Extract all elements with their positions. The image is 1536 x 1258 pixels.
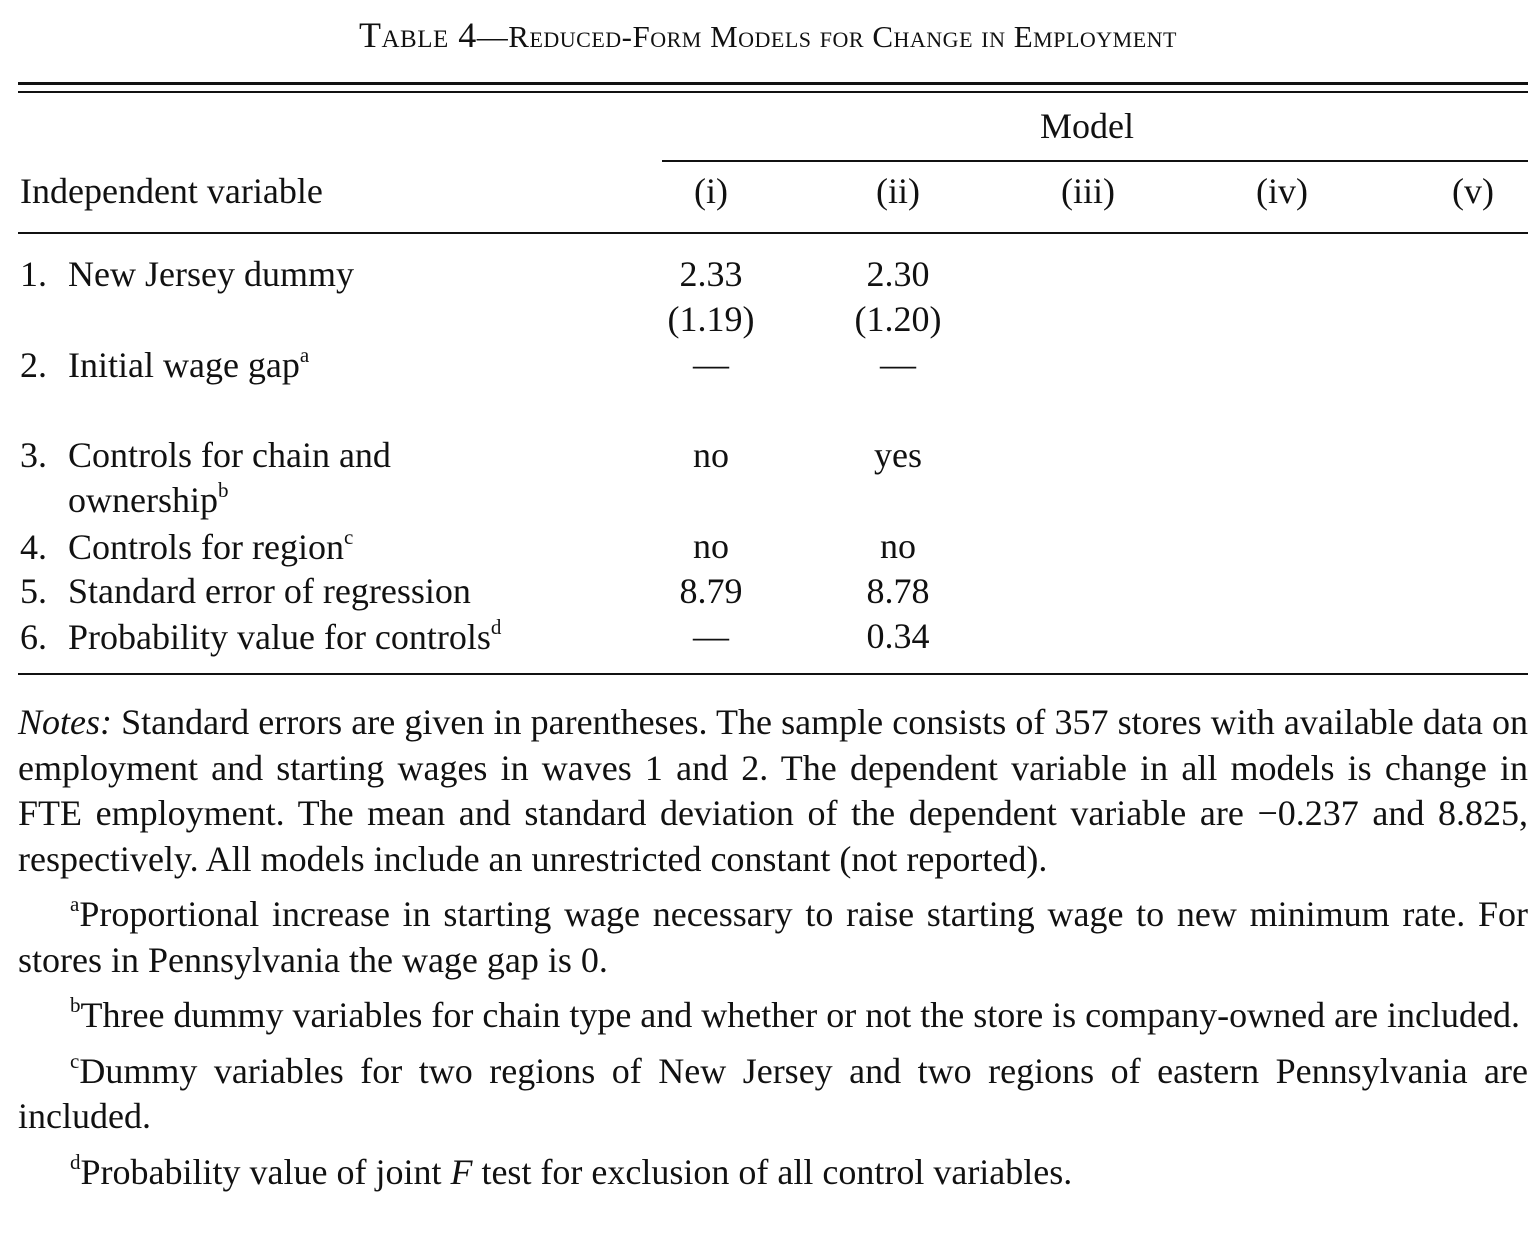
footnote-a: aProportional increase in starting wage … [18, 892, 1528, 980]
cell-r1-ii-se: (1.20) [854, 299, 942, 339]
cell-r1-i: 2.33 [679, 254, 743, 294]
cell-r4-ii: no [880, 526, 916, 566]
cell-r5-ii: 8.78 [866, 571, 930, 611]
row-probability-value-controls: 6. Probability value for controlsd [20, 615, 502, 657]
footnote-d: dProbability value of joint F test for e… [70, 1149, 1073, 1192]
cell-r1-ii: 2.30 [866, 254, 930, 294]
footnote-b: bThree dummy variables for chain type an… [70, 993, 1521, 1035]
row-controls-chain-ownership: 3. Controls for chain and [20, 435, 391, 475]
cell-r2-i: — [693, 344, 729, 384]
footnote-marker-d: d [490, 615, 502, 639]
cell-r2-ii: — [880, 344, 916, 384]
footnote-marker-b: b [217, 478, 229, 502]
cell-r5-i: 8.79 [679, 571, 743, 611]
title-dash: — [476, 19, 509, 54]
row-controls-chain-ownership-cont: ownershipb [68, 478, 229, 520]
column-header-ii: (ii) [876, 171, 920, 211]
table-notes: Notes: Standard errors are given in pare… [18, 700, 1528, 1195]
model-underline [662, 160, 1528, 162]
column-header-i: (i) [694, 171, 728, 211]
title-rest: Reduced-Form Models for Change in Employ… [508, 19, 1177, 54]
column-header-iii: (iii) [1061, 171, 1115, 211]
column-header-v: (v) [1452, 171, 1494, 211]
row-initial-wage-gap: 2. Initial wage gapa [20, 343, 310, 385]
model-group-header: Model [1040, 106, 1134, 146]
row-controls-region: 4. Controls for regionc [20, 525, 354, 567]
notes-paragraph: Notes: Standard errors are given in pare… [18, 702, 1528, 879]
cell-r1-i-se: (1.19) [667, 299, 755, 339]
footnote-marker-c: c [343, 525, 354, 549]
row-new-jersey-dummy: 1. New Jersey dummy [20, 254, 354, 294]
table-title: Table 4—Reduced-Form Models for Change i… [0, 14, 1536, 56]
cell-r3-i: no [693, 435, 729, 475]
cell-r6-ii: 0.34 [866, 616, 930, 656]
top-rule-thick [18, 82, 1528, 85]
top-rule-thin [18, 91, 1528, 93]
cell-r3-ii: yes [874, 435, 922, 475]
title-prefix: Table 4 [359, 15, 477, 55]
column-header-iv: (iv) [1256, 171, 1308, 211]
cell-r6-i: — [693, 616, 729, 656]
header-rule [18, 232, 1528, 234]
independent-variable-header: Independent variable [20, 171, 323, 211]
bottom-rule [18, 673, 1528, 675]
row-standard-error-regression: 5. Standard error of regression [20, 571, 471, 611]
footnote-c: cDummy variables for two regions of New … [18, 1048, 1528, 1137]
footnote-marker-a: a [299, 343, 310, 367]
cell-r4-i: no [693, 526, 729, 566]
